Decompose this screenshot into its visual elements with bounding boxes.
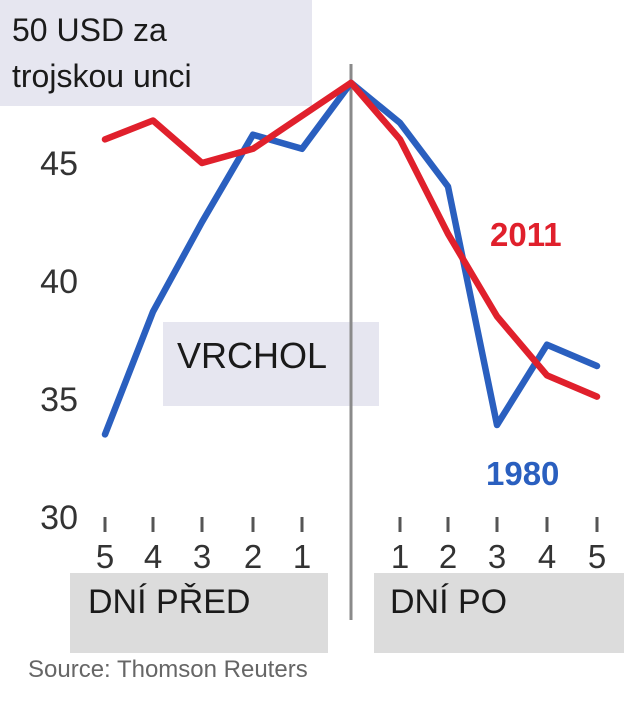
y-tick-label: 35: [40, 381, 78, 419]
units-label-line-2: trojskou unci: [12, 58, 192, 94]
y-tick-label: 30: [40, 499, 78, 537]
days-after-box: [374, 573, 624, 653]
x-tick-label: 1: [391, 538, 409, 575]
peak-label: VRCHOL: [177, 335, 328, 376]
series-label-1980: 1980: [486, 455, 559, 492]
source-note: Source: Thomson Reuters: [28, 656, 308, 683]
series-label-2011: 2011: [490, 216, 562, 253]
x-tick-label: 3: [488, 538, 506, 575]
x-tick-label: 5: [588, 538, 606, 575]
days-before-label: DNÍ PŘED: [88, 583, 251, 621]
x-tick-label: 4: [538, 538, 556, 575]
y-tick-label: 45: [40, 145, 78, 183]
units-label-box: 50 USD za trojskou unci: [0, 0, 312, 106]
peak-label-box: [163, 322, 379, 406]
x-tick-label: 1: [293, 538, 311, 575]
series-line-2011: [101, 79, 601, 400]
y-tick-label: 40: [40, 263, 78, 301]
x-tick-label: 5: [96, 538, 114, 575]
units-label-line-1: 50 USD za: [12, 12, 167, 48]
x-tick-label: 4: [144, 538, 162, 575]
x-tick-label: 3: [193, 538, 211, 575]
x-tick-label: 2: [244, 538, 262, 575]
x-tick-label: 2: [439, 538, 457, 575]
days-before-box: [70, 573, 328, 653]
days-after-label: DNÍ PO: [390, 583, 508, 621]
